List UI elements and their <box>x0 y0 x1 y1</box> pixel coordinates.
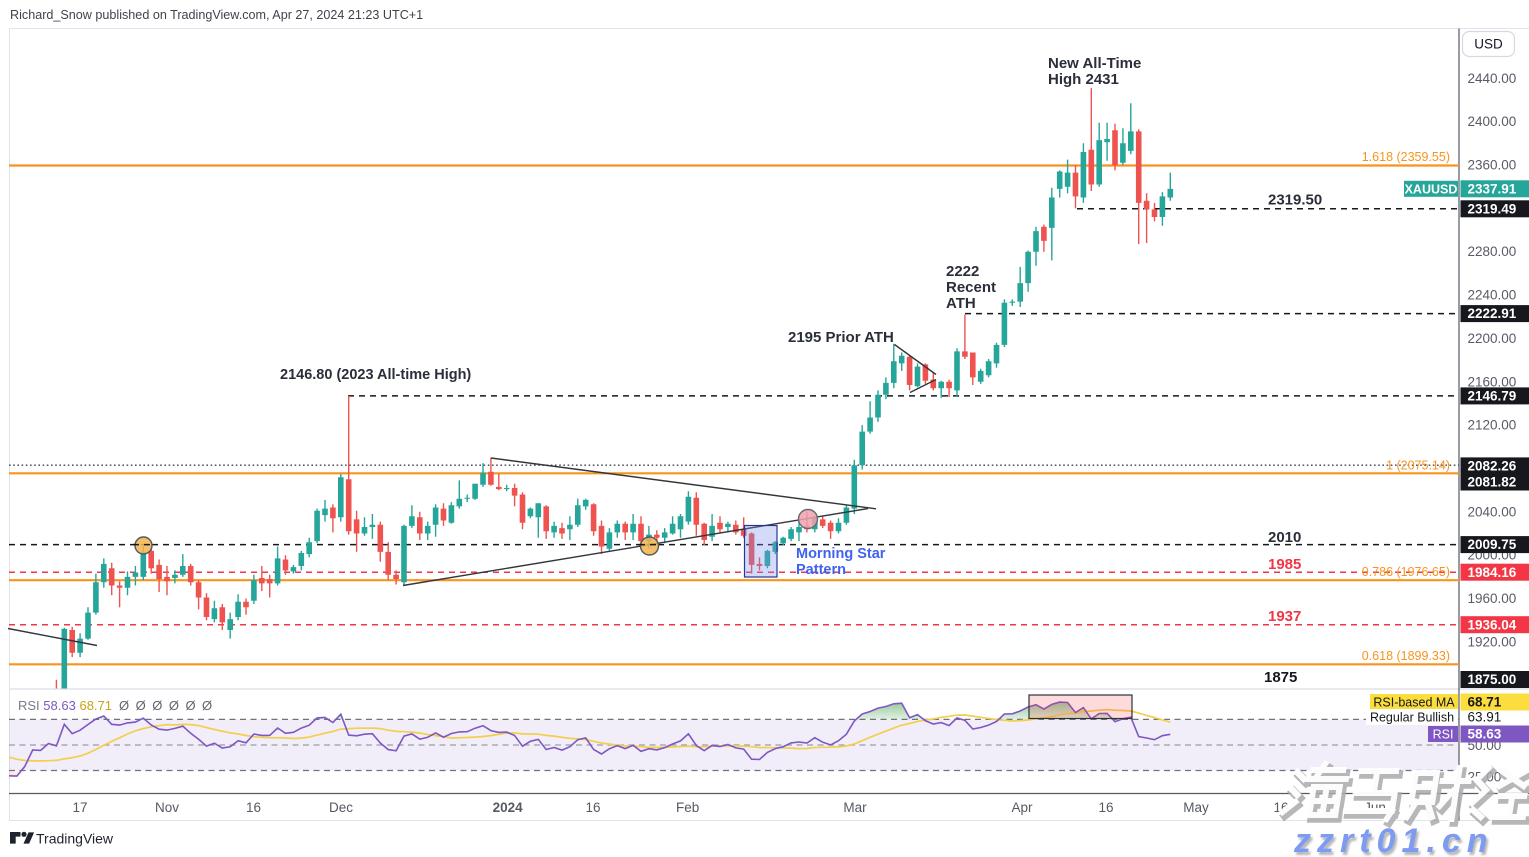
svg-text:2081.82: 2081.82 <box>1468 475 1517 490</box>
svg-text:ATH: ATH <box>946 295 976 312</box>
svg-text:High 2431: High 2431 <box>1048 71 1119 88</box>
svg-text:XAUUSD: XAUUSD <box>1405 182 1458 196</box>
svg-text:1920.00: 1920.00 <box>1468 634 1517 649</box>
svg-text:Apr: Apr <box>1011 800 1033 815</box>
svg-text:2240.00: 2240.00 <box>1468 288 1517 303</box>
svg-text:2200.00: 2200.00 <box>1468 331 1517 346</box>
svg-text:Recent: Recent <box>946 279 996 296</box>
svg-text:2160.00: 2160.00 <box>1468 374 1517 389</box>
svg-text:2222.91: 2222.91 <box>1468 306 1517 321</box>
svg-text:Mar: Mar <box>843 800 867 815</box>
svg-text:2222: 2222 <box>946 263 979 280</box>
svg-text:1960.00: 1960.00 <box>1468 591 1517 606</box>
svg-text:2319.49: 2319.49 <box>1468 201 1517 216</box>
svg-text:2024: 2024 <box>493 800 524 815</box>
svg-text:68.71: 68.71 <box>1468 695 1502 710</box>
svg-text:2146.80 (2023 All-time High): 2146.80 (2023 All-time High) <box>280 367 471 383</box>
svg-text:2120.00: 2120.00 <box>1468 418 1517 433</box>
svg-text:1.618 (2359.55): 1.618 (2359.55) <box>1362 150 1450 164</box>
svg-text:Nov: Nov <box>155 800 179 815</box>
svg-text:2280.00: 2280.00 <box>1468 244 1517 259</box>
svg-text:2040.00: 2040.00 <box>1468 504 1517 519</box>
svg-text:0.786 (1976.65): 0.786 (1976.65) <box>1362 565 1450 579</box>
svg-text:2360.00: 2360.00 <box>1468 158 1517 173</box>
svg-text:1875.00: 1875.00 <box>1468 672 1517 687</box>
svg-text:ØØØØØØ: ØØØØØØ <box>119 698 219 713</box>
svg-text:2146.79: 2146.79 <box>1468 389 1517 404</box>
svg-text:17: 17 <box>72 800 87 815</box>
svg-text:58.63: 58.63 <box>1468 727 1502 742</box>
svg-text:2440.00: 2440.00 <box>1468 71 1517 86</box>
svg-text:63.91: 63.91 <box>1468 710 1502 725</box>
svg-text:2319.50: 2319.50 <box>1268 192 1322 209</box>
svg-text:1875: 1875 <box>1264 669 1297 686</box>
svg-text:TradingView: TradingView <box>36 831 114 847</box>
svg-text:USD: USD <box>1474 37 1503 52</box>
svg-text:1984.16: 1984.16 <box>1468 565 1517 580</box>
svg-text:Morning Star: Morning Star <box>796 546 886 562</box>
svg-text:16: 16 <box>1098 800 1113 815</box>
svg-text:1936.04: 1936.04 <box>1468 617 1517 632</box>
svg-text:Pattern: Pattern <box>796 562 846 578</box>
svg-text:New All-Time: New All-Time <box>1048 55 1141 72</box>
svg-text:Richard_Snow published on Trad: Richard_Snow published on TradingView.co… <box>10 8 423 22</box>
svg-text:1985: 1985 <box>1268 556 1301 573</box>
svg-text:2195 Prior ATH: 2195 Prior ATH <box>788 329 894 346</box>
svg-text:Feb: Feb <box>676 800 699 815</box>
svg-text:2009.75: 2009.75 <box>1468 537 1517 552</box>
svg-text:2400.00: 2400.00 <box>1468 114 1517 129</box>
svg-text:1 (2075.14): 1 (2075.14) <box>1386 459 1450 473</box>
svg-text:RSI: RSI <box>1433 728 1454 742</box>
svg-text:Regular Bullish: Regular Bullish <box>1370 711 1454 725</box>
svg-text:16: 16 <box>585 800 600 815</box>
svg-text:May: May <box>1183 800 1209 815</box>
svg-text:RSI 58.63 68.71: RSI 58.63 68.71 <box>18 698 112 713</box>
svg-text:Dec: Dec <box>329 800 353 815</box>
svg-text:RSI-based MA: RSI-based MA <box>1373 696 1455 710</box>
svg-text:16: 16 <box>246 800 261 815</box>
svg-text:2010: 2010 <box>1268 529 1301 546</box>
svg-text:0.618 (1899.33): 0.618 (1899.33) <box>1362 649 1450 663</box>
svg-text:1937: 1937 <box>1268 608 1301 625</box>
svg-text:2337.91: 2337.91 <box>1468 181 1517 196</box>
svg-text:2082.26: 2082.26 <box>1468 459 1517 474</box>
